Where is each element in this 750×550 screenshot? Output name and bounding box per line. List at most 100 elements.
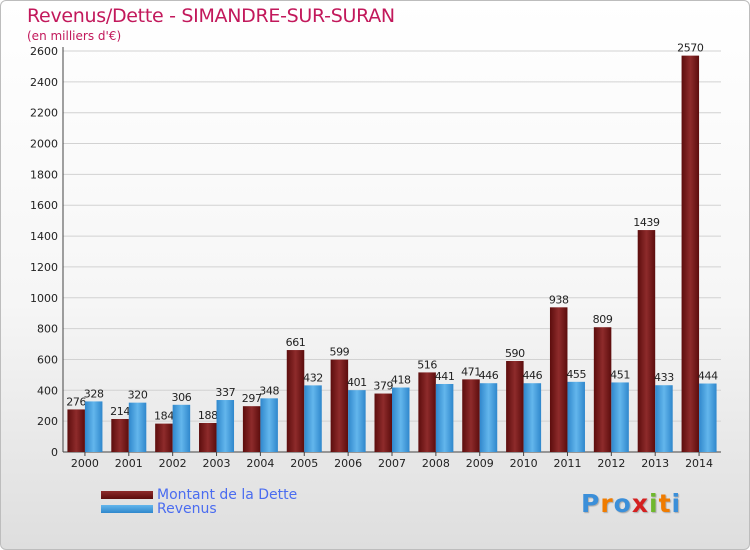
data-label-revenue: 451 (610, 368, 630, 381)
data-label-revenue: 441 (435, 370, 455, 383)
data-label-revenue: 433 (654, 371, 674, 384)
legend-item-debt: Montant de la Dette (101, 487, 298, 503)
data-label-debt: 297 (242, 392, 262, 405)
chart-subtitle: (en milliers d'€) (27, 29, 122, 43)
y-tick-label: 1400 (30, 230, 58, 243)
bar-revenue (699, 383, 717, 452)
x-tick-label: 2012 (597, 457, 625, 470)
bar-debt (199, 423, 217, 452)
y-tick-label: 1000 (30, 292, 58, 305)
logo-letter: o (613, 489, 632, 518)
y-tick-label: 2000 (30, 138, 58, 151)
x-tick-label: 2002 (159, 457, 187, 470)
chart-title: Revenus/Dette - SIMANDRE-SUR-SURAN (27, 5, 395, 27)
bar-debt (681, 55, 700, 452)
proxiti-logo: Proxiti (581, 489, 681, 518)
y-tick-label: 800 (37, 323, 58, 336)
bar-debt (67, 409, 85, 452)
data-label-revenue: 348 (259, 384, 279, 397)
legend-swatch-revenue (101, 505, 153, 513)
data-label-revenue: 455 (566, 368, 586, 381)
x-tick-label: 2003 (203, 457, 231, 470)
bar-revenue (172, 404, 191, 452)
data-label-revenue: 337 (215, 386, 235, 399)
bar-revenue (304, 385, 322, 452)
data-label-debt: 661 (286, 336, 306, 349)
x-tick-label: 2010 (510, 457, 538, 470)
data-label-debt: 214 (110, 405, 130, 418)
legend: Montant de la Dette Revenus (101, 487, 298, 517)
bar-revenue (348, 390, 366, 452)
y-tick-label: 0 (51, 446, 58, 459)
y-tick-label: 1600 (30, 199, 58, 212)
data-label-debt: 599 (329, 346, 349, 359)
x-tick-label: 2007 (378, 457, 406, 470)
logo-letter: i (649, 489, 659, 518)
bar-debt (506, 361, 524, 452)
logo-letter: i (671, 489, 682, 518)
bar-debt (374, 393, 392, 452)
data-label-revenue: 446 (479, 369, 499, 382)
data-label-revenue: 418 (391, 374, 411, 387)
data-label-debt: 471 (461, 365, 481, 378)
data-label-revenue: 444 (698, 370, 718, 383)
bar-debt (330, 359, 349, 452)
data-label-revenue: 446 (522, 369, 542, 382)
x-tick-label: 2004 (246, 457, 274, 470)
data-label-revenue: 306 (172, 391, 192, 404)
bar-revenue (128, 402, 147, 452)
bar-debt (593, 327, 612, 452)
bar-revenue (611, 382, 629, 452)
logo-letter: P (581, 489, 601, 518)
y-tick-label: 1200 (30, 261, 58, 274)
x-tick-label: 2001 (115, 457, 143, 470)
x-tick-label: 2005 (290, 457, 318, 470)
data-label-debt: 276 (66, 395, 86, 408)
y-tick-label: 2600 (30, 45, 58, 58)
bar-debt (111, 418, 129, 452)
legend-swatch-debt (101, 491, 153, 499)
data-label-debt: 379 (373, 380, 393, 393)
bar-revenue (260, 398, 278, 452)
data-label-revenue: 328 (84, 387, 104, 400)
data-label-revenue: 320 (128, 389, 148, 402)
bar-revenue (523, 383, 542, 452)
y-tick-label: 2200 (30, 107, 58, 120)
x-tick-label: 2008 (422, 457, 450, 470)
y-tick-label: 200 (37, 415, 58, 428)
data-label-debt: 184 (154, 410, 174, 423)
data-label-debt: 188 (198, 409, 218, 422)
data-label-debt: 590 (505, 347, 525, 360)
logo-letter: t (658, 489, 672, 518)
data-label-debt: 809 (593, 313, 613, 326)
y-tick-label: 2400 (30, 76, 58, 89)
x-tick-label: 2006 (334, 457, 362, 470)
y-tick-label: 1800 (30, 168, 58, 181)
bar-revenue (435, 383, 454, 452)
bar-debt (155, 423, 173, 452)
x-tick-label: 2011 (553, 457, 581, 470)
bar-revenue (392, 387, 410, 452)
data-label-revenue: 401 (347, 376, 367, 389)
bar-revenue (655, 385, 673, 452)
data-label-debt: 516 (417, 358, 437, 371)
logo-letter: x (631, 489, 649, 518)
bar-debt (549, 307, 568, 452)
legend-item-revenue: Revenus (101, 501, 297, 517)
bar-debt (462, 379, 480, 452)
data-label-debt: 938 (549, 293, 569, 306)
bar-debt (286, 350, 305, 452)
legend-label-debt: Montant de la Dette (157, 487, 298, 503)
x-tick-label: 2014 (685, 457, 713, 470)
logo-letter: r (600, 489, 614, 518)
bar-debt (418, 372, 436, 452)
bar-debt (242, 406, 261, 452)
bar-revenue (479, 383, 498, 452)
bar-revenue (84, 401, 103, 452)
y-tick-label: 400 (37, 384, 58, 397)
bar-revenue (567, 381, 585, 452)
x-tick-label: 2009 (466, 457, 494, 470)
data-label-debt: 2570 (677, 42, 704, 55)
